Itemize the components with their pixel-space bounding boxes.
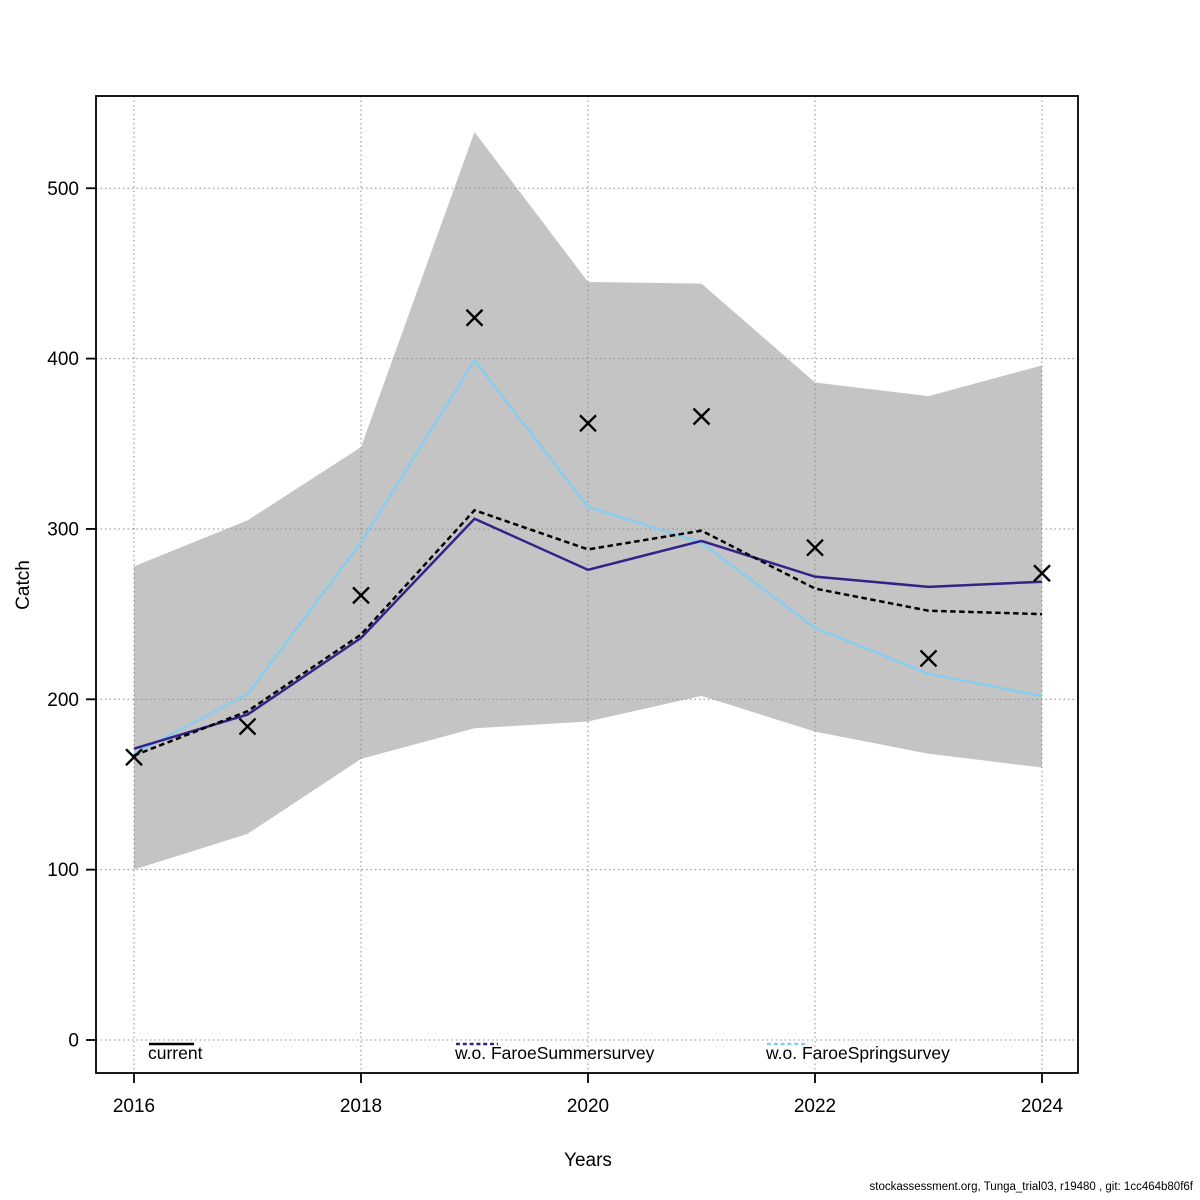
obs-marker — [919, 649, 938, 668]
obs-marker — [579, 414, 597, 433]
series-line-0 — [133, 508, 1043, 757]
plot-border — [95, 95, 1079, 1074]
legend-item-wo-faroesummersurvey: w.o. FaroeSummersurvey — [455, 1041, 654, 1065]
x-tick-label: 2024 — [1021, 1096, 1064, 1117]
y-axis-title: Catch — [13, 560, 34, 610]
x-axis-title: Years — [564, 1150, 612, 1171]
y-tick-label: 100 — [47, 860, 79, 881]
obs-marker — [465, 308, 484, 327]
x-tick-label: 2018 — [340, 1096, 382, 1117]
legend-line-sample-current — [149, 1042, 194, 1046]
footer-credit: stockassessment.org, Tunga_trial03, r194… — [869, 1181, 1193, 1193]
y-tick-label: 0 — [68, 1031, 79, 1052]
legend-line-sample-wo-faroesummersurvey — [456, 1042, 498, 1046]
y-tick-label: 400 — [47, 349, 79, 370]
legend-label-wo-faroespringsurvey: w.o. FaroeSpringsurvey — [766, 1042, 950, 1063]
obs-marker — [352, 586, 370, 605]
obs-marker — [125, 748, 143, 767]
legend-label-current: current — [148, 1042, 203, 1063]
legend-item-wo-faroespringsurvey: w.o. FaroeSpringsurvey — [766, 1041, 950, 1065]
y-tick-label: 500 — [47, 179, 79, 200]
legend-item-current: current — [148, 1041, 202, 1065]
y-tick-label: 200 — [47, 690, 79, 711]
series-line-1 — [133, 517, 1043, 750]
confidence-band — [134, 132, 1042, 870]
series-line-2 — [133, 358, 1043, 755]
legend-line-sample-wo-faroespringsurvey — [767, 1042, 805, 1046]
x-tick-label: 2020 — [567, 1096, 609, 1117]
y-tick-label: 300 — [47, 519, 79, 540]
x-tick-label: 2016 — [113, 1096, 155, 1117]
x-tick-label: 2022 — [794, 1096, 836, 1117]
obs-marker — [1033, 564, 1051, 583]
obs-marker — [238, 717, 257, 736]
obs-marker — [806, 538, 824, 557]
obs-marker — [692, 407, 711, 426]
legend-label-wo-faroesummersurvey: w.o. FaroeSummersurvey — [455, 1042, 655, 1063]
